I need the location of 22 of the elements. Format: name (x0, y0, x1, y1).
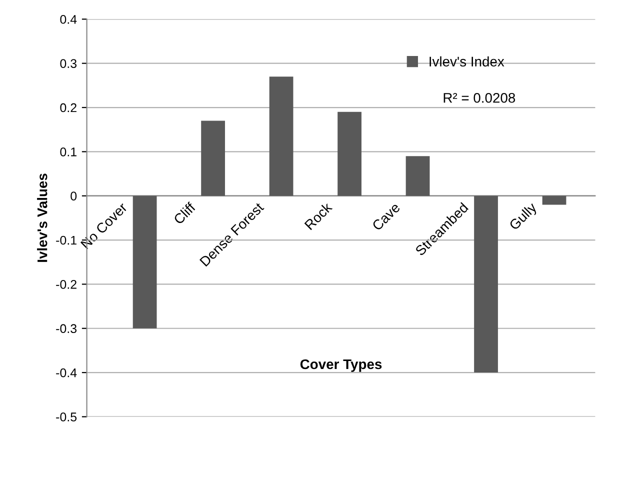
legend-label: Ivlev's Index (430, 56, 504, 67)
y-axis-title: Ivlev's Values (37, 174, 48, 262)
y-tick-label: 0.1 (60, 147, 76, 156)
y-tick-label: -0.5 (56, 412, 77, 422)
annotation: R² = 0.0208 (444, 92, 516, 103)
y-tick-label: -0.3 (56, 324, 77, 334)
y-tick-label: 0.4 (60, 14, 77, 24)
y-tick-label: 0 (70, 192, 77, 201)
x-axis-title: Cover Types (300, 359, 382, 372)
y-tick-label: -0.1 (56, 236, 76, 245)
bar (201, 120, 225, 196)
y-tick-label: 0.2 (60, 103, 76, 112)
bar (269, 76, 294, 196)
bar (338, 112, 362, 196)
y-tick-label: -0.2 (56, 280, 76, 289)
y-tick-label: -0.4 (56, 368, 77, 378)
bar (132, 196, 157, 328)
bar (406, 156, 430, 196)
y-tick-label: 0.3 (60, 59, 77, 68)
x-tick-label: Cliff (172, 201, 196, 225)
bar (542, 196, 566, 205)
bar (474, 196, 498, 373)
